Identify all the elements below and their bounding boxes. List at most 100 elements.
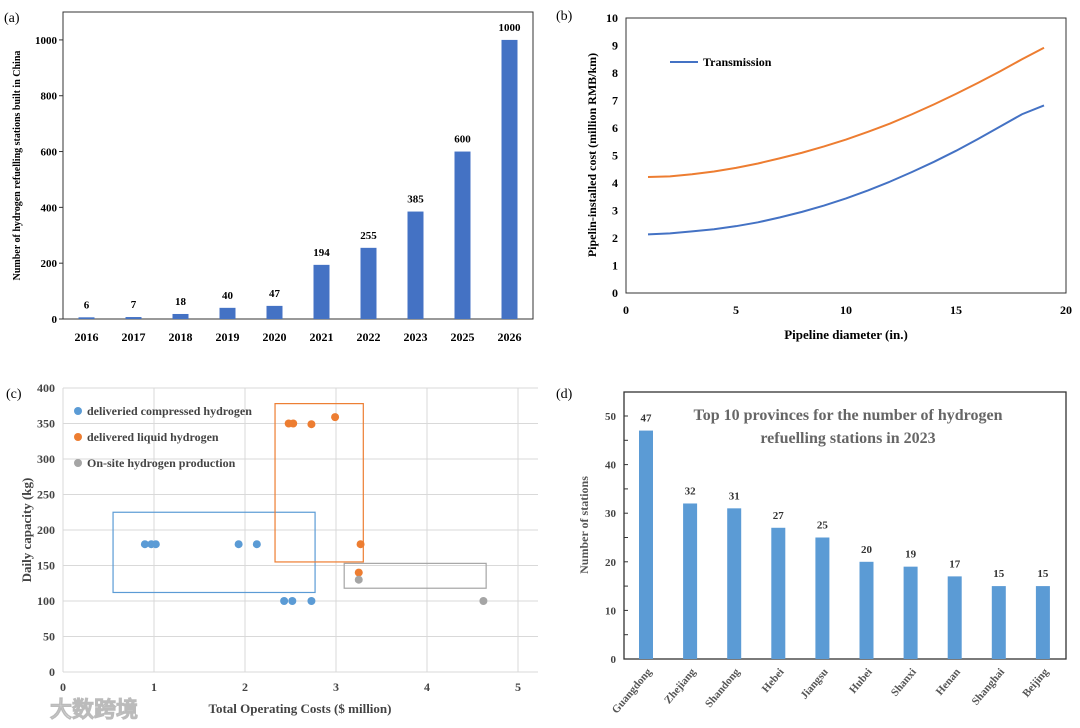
bar bbox=[266, 305, 283, 319]
y-tick-label: 200 bbox=[37, 523, 55, 537]
bar bbox=[859, 561, 874, 659]
x-axis-label: Pipeline diameter (in.) bbox=[784, 327, 908, 342]
x-tick-label: 20 bbox=[1060, 303, 1072, 317]
y-tick-label: 6 bbox=[612, 121, 618, 135]
x-tick-label: 2026 bbox=[498, 330, 522, 344]
group-box-1 bbox=[274, 403, 364, 563]
chart-title-line-1: Top 10 provinces for the number of hydro… bbox=[694, 407, 1003, 424]
legend-label: deliveried compressed hydrogen bbox=[87, 404, 252, 418]
data-label: 20 bbox=[861, 544, 873, 556]
scatter-point bbox=[479, 597, 488, 605]
bar bbox=[125, 317, 142, 319]
data-label: 1000 bbox=[499, 22, 522, 34]
bar bbox=[219, 307, 236, 319]
x-tick-label: 15 bbox=[950, 303, 962, 317]
x-tick-label: 2017 bbox=[122, 330, 146, 344]
bar bbox=[407, 211, 424, 319]
y-tick-label: 9 bbox=[612, 39, 618, 53]
scatter-point bbox=[252, 540, 261, 549]
data-label: 47 bbox=[641, 413, 653, 425]
x-tick-label: 2018 bbox=[169, 330, 193, 344]
y-tick-label: 50 bbox=[605, 411, 617, 423]
y-axis-label: Daily capacity (kg) bbox=[19, 478, 34, 583]
panel-label: (c) bbox=[6, 387, 22, 402]
x-tick-label: Guangdong bbox=[610, 666, 655, 716]
x-tick-label: 2019 bbox=[216, 330, 240, 344]
bar bbox=[1035, 586, 1050, 659]
bar bbox=[771, 527, 786, 659]
scatter-point bbox=[356, 540, 365, 549]
x-tick-label: Beijing bbox=[1020, 666, 1051, 700]
y-tick-label: 0 bbox=[52, 314, 58, 326]
bar bbox=[313, 264, 330, 319]
y-tick-label: 20 bbox=[605, 557, 617, 569]
scatter-point bbox=[140, 540, 149, 549]
x-tick-label: Henan bbox=[934, 666, 963, 698]
scatter-point bbox=[331, 413, 340, 422]
x-tick-label: Shandong bbox=[703, 666, 743, 710]
group-box-2 bbox=[343, 562, 487, 589]
x-tick-label: 0 bbox=[60, 680, 66, 694]
scatter-point bbox=[288, 597, 297, 605]
series-line-1 bbox=[647, 46, 1045, 178]
x-tick-label: 2025 bbox=[451, 330, 475, 344]
data-label: 7 bbox=[131, 299, 137, 311]
x-tick-label: 2022 bbox=[357, 330, 381, 344]
x-tick-label: 1 bbox=[151, 680, 157, 694]
y-tick-label: 10 bbox=[606, 11, 618, 25]
data-label: 15 bbox=[993, 568, 1005, 580]
x-tick-label: 2020 bbox=[263, 330, 287, 344]
y-axis-label: Number of stations bbox=[577, 476, 591, 574]
chart-title-line-2: refuelling stations in 2023 bbox=[760, 430, 935, 447]
legend-marker bbox=[74, 459, 82, 467]
data-label: 255 bbox=[360, 230, 377, 242]
bar bbox=[360, 247, 377, 319]
bar bbox=[78, 317, 95, 319]
bar bbox=[683, 503, 698, 659]
data-label: 385 bbox=[407, 194, 424, 206]
scatter-point bbox=[307, 420, 316, 429]
x-tick-label: Hebei bbox=[760, 666, 787, 695]
y-tick-label: 1 bbox=[612, 259, 618, 273]
legend-marker bbox=[74, 433, 82, 441]
plot-frame bbox=[62, 11, 534, 320]
y-tick-label: 1000 bbox=[35, 35, 58, 47]
x-tick-label: Jiangsu bbox=[798, 666, 830, 701]
x-tick-label: 3 bbox=[333, 680, 339, 694]
bar bbox=[903, 566, 918, 659]
series-line-0 bbox=[647, 104, 1045, 236]
y-tick-label: 600 bbox=[41, 147, 58, 159]
plot-frame bbox=[623, 391, 1067, 660]
data-label: 40 bbox=[222, 290, 234, 302]
y-tick-label: 4 bbox=[612, 176, 618, 190]
x-tick-label: Shanxi bbox=[889, 666, 919, 699]
y-tick-label: 50 bbox=[43, 630, 55, 644]
y-tick-label: 10 bbox=[605, 605, 617, 617]
x-tick-label: 5 bbox=[515, 680, 521, 694]
scatter-point bbox=[280, 597, 289, 605]
legend-label: delivered liquid hydrogen bbox=[87, 430, 219, 444]
bar bbox=[639, 430, 653, 659]
data-label: 31 bbox=[729, 490, 740, 502]
y-tick-label: 200 bbox=[41, 258, 58, 270]
scatter-point bbox=[307, 597, 316, 605]
y-tick-label: 350 bbox=[37, 417, 55, 431]
data-label: 47 bbox=[269, 288, 281, 300]
y-tick-label: 400 bbox=[37, 381, 55, 395]
watermark: 大数跨境 bbox=[50, 697, 138, 722]
panel-label: (b) bbox=[556, 9, 573, 24]
data-label: 6 bbox=[84, 299, 90, 311]
x-tick-label: 5 bbox=[733, 303, 739, 317]
scatter-point bbox=[354, 568, 363, 577]
data-label: 15 bbox=[1037, 568, 1049, 580]
plot-frame bbox=[625, 17, 1067, 294]
y-tick-label: 300 bbox=[37, 452, 55, 466]
x-tick-label: 4 bbox=[424, 680, 430, 694]
x-tick-label: 2 bbox=[242, 680, 248, 694]
y-tick-label: 5 bbox=[612, 149, 618, 163]
y-tick-label: 40 bbox=[605, 460, 617, 472]
data-label: 600 bbox=[454, 134, 471, 146]
scatter-point bbox=[354, 575, 363, 584]
x-axis-label: Total Operating Costs ($ million) bbox=[209, 701, 392, 716]
